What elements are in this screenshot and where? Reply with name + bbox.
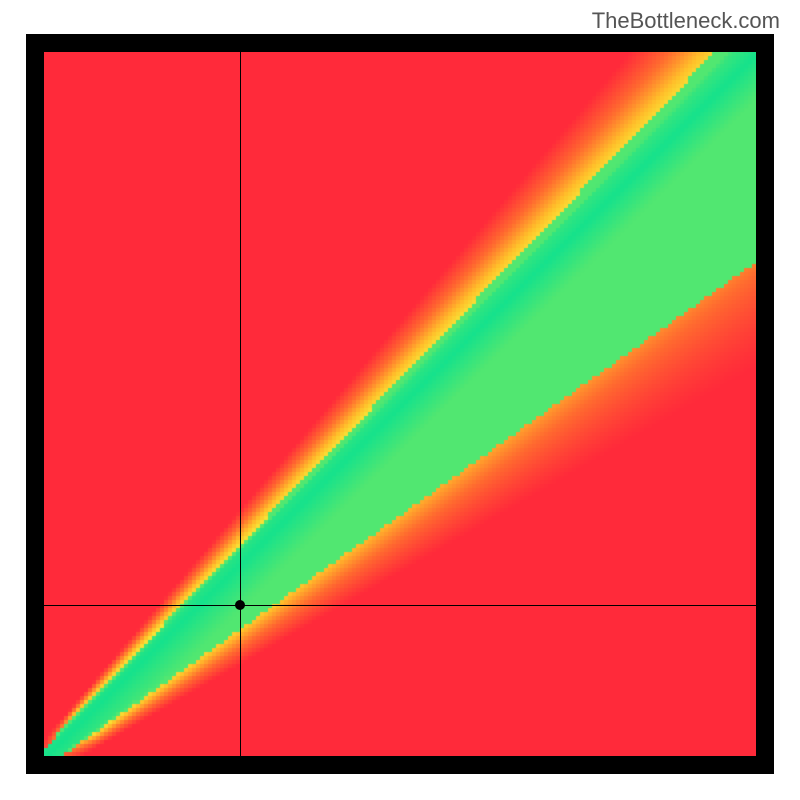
crosshair-horizontal: [44, 605, 756, 606]
watermark-text: TheBottleneck.com: [592, 8, 780, 34]
plot-frame: [26, 34, 774, 774]
plot-area: [44, 52, 756, 756]
chart-container: TheBottleneck.com: [0, 0, 800, 800]
heatmap-canvas: [44, 52, 756, 756]
crosshair-vertical: [240, 52, 241, 756]
marker-point: [235, 600, 245, 610]
